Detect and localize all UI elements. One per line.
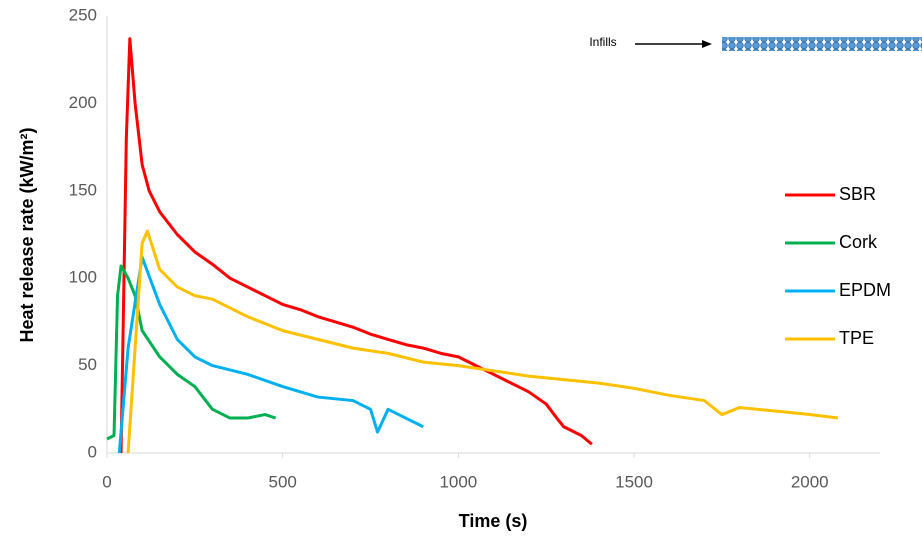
y-tick-label: 100 <box>69 268 97 287</box>
series-line <box>126 229 839 454</box>
x-tick-label: 1500 <box>615 472 653 491</box>
series-line <box>106 264 277 441</box>
annotation-arrowhead <box>702 40 712 48</box>
y-tick-label: 150 <box>69 180 97 199</box>
annotation: Infills <box>589 35 616 49</box>
x-tick-label: 2000 <box>791 472 829 491</box>
y-axis-title: Heat release rate (kW/m²) <box>17 127 37 342</box>
x-tick-label: 1000 <box>439 472 477 491</box>
y-tick-label: 50 <box>78 355 97 374</box>
infill-image <box>722 37 922 51</box>
legend-label: Cork <box>839 232 878 252</box>
y-tick-label: 200 <box>69 93 97 112</box>
y-tick-label: 0 <box>88 442 97 461</box>
y-tick-label: 250 <box>69 5 97 24</box>
x-tick-label: 0 <box>102 472 111 491</box>
legend-label: SBR <box>839 184 876 204</box>
x-axis-title: Time (s) <box>459 511 528 531</box>
legend-label: TPE <box>839 328 874 348</box>
series-line <box>119 37 593 454</box>
x-tick-label: 500 <box>268 472 296 491</box>
series-line <box>117 255 424 454</box>
legend-label: EPDM <box>839 280 891 300</box>
